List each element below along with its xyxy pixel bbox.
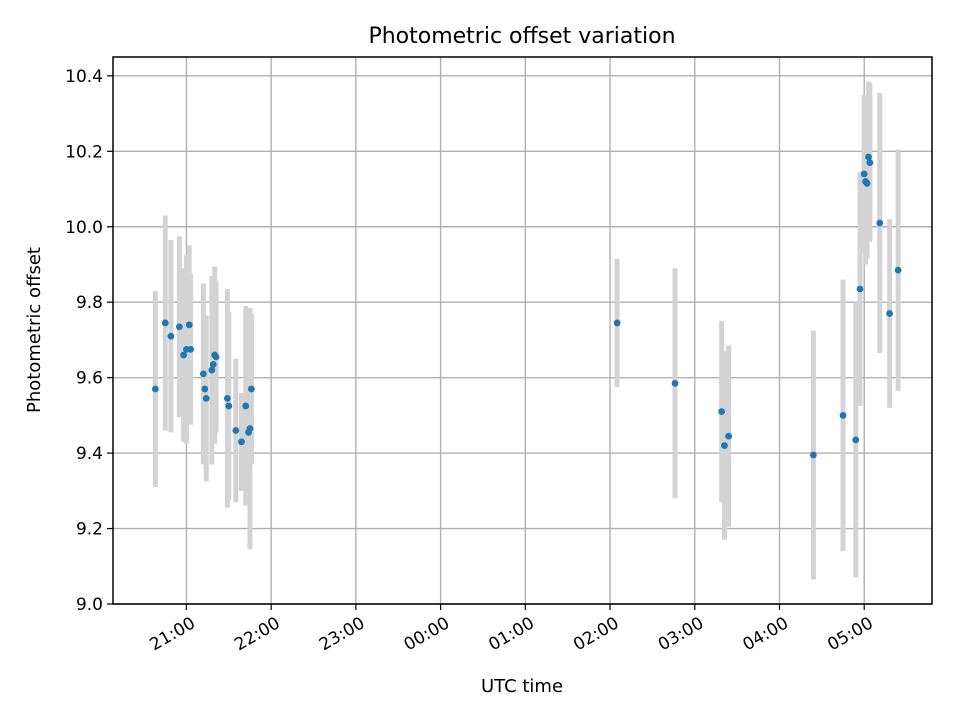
data-point	[223, 395, 231, 402]
data-point	[839, 411, 847, 419]
data-point	[185, 321, 193, 329]
data-point	[876, 219, 884, 227]
x-tick-label: 04:00	[740, 613, 792, 655]
data-point	[721, 442, 728, 449]
x-tick-label: 00:00	[401, 613, 453, 655]
data-point	[225, 402, 233, 410]
data-point	[242, 402, 250, 410]
data-point	[613, 319, 621, 327]
data-point	[187, 345, 195, 353]
x-axis-label: UTC time	[481, 676, 563, 697]
data-point	[852, 436, 860, 444]
chart-title: Photometric offset variation	[368, 24, 675, 49]
data-point	[167, 332, 175, 340]
data-point	[232, 427, 240, 434]
y-axis-label: Photometric offset	[24, 247, 45, 413]
data-point	[161, 319, 169, 327]
data-point	[247, 385, 255, 393]
x-tick-label: 02:00	[570, 613, 622, 655]
data-point	[863, 179, 871, 187]
data-point	[866, 159, 874, 167]
x-tick-layer: 21:00 22:00 23:00 00:00 01:00 02:00 03:00 04:00…	[146, 604, 877, 655]
y-tick-layer: 9.0 9.2 9.4 9.6 9.8 10.0 10.2 10.4	[65, 67, 113, 615]
x-tick-label: 01:00	[485, 613, 537, 655]
y-tick-label: 9.2	[76, 520, 103, 540]
y-tick-label: 9.6	[76, 369, 103, 389]
data-point	[725, 432, 733, 440]
data-point	[208, 366, 216, 374]
grid-layer	[113, 57, 932, 605]
data-point	[856, 285, 864, 293]
y-tick-label: 9.4	[76, 444, 103, 464]
data-point	[151, 385, 159, 393]
data-point	[212, 353, 220, 361]
x-tick-label: 22:00	[231, 613, 283, 655]
y-tick-label: 10.4	[65, 67, 103, 87]
data-point	[865, 153, 872, 161]
data-point	[671, 379, 679, 387]
y-tick-label: 9.8	[76, 293, 103, 313]
data-point	[175, 323, 183, 331]
data-point	[238, 438, 245, 446]
data-point	[209, 361, 217, 368]
data-point	[894, 266, 902, 274]
x-tick-label: 03:00	[655, 613, 707, 655]
y-tick-label: 9.0	[76, 595, 103, 615]
data-point	[202, 395, 210, 402]
data-point	[886, 310, 894, 317]
data-point	[180, 351, 188, 359]
data-point	[809, 451, 817, 459]
y-tick-label: 10.0	[65, 218, 103, 238]
x-tick-label: 23:00	[316, 613, 368, 655]
data-point	[201, 385, 209, 393]
data-point	[718, 408, 726, 416]
errorbar-layer	[152, 81, 901, 580]
data-point	[860, 170, 868, 178]
x-tick-label: 21:00	[146, 613, 198, 655]
point-layer	[151, 153, 902, 459]
plot-frame	[112, 56, 933, 605]
data-point	[199, 370, 207, 378]
data-point	[246, 425, 254, 432]
y-tick-label: 10.2	[65, 142, 103, 162]
x-tick-label: 05:00	[824, 613, 876, 655]
